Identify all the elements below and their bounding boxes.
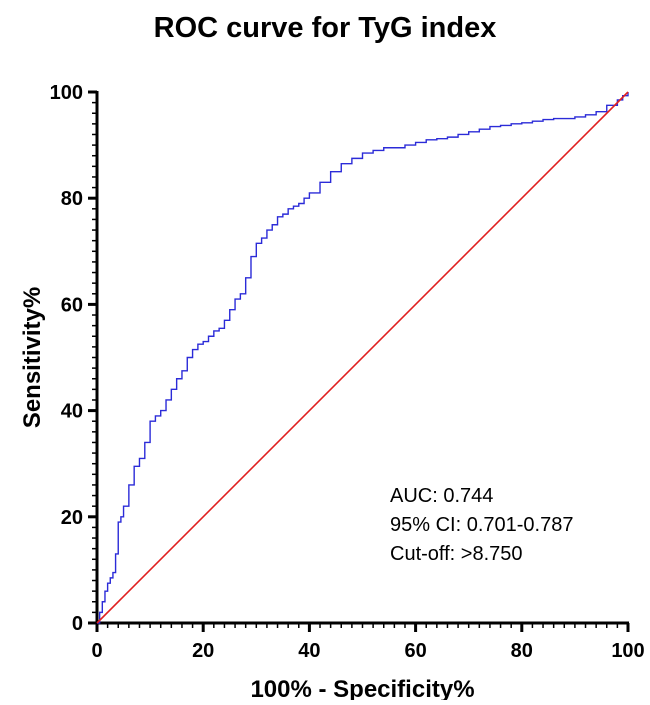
x-tick-label: 100 xyxy=(611,640,644,662)
y-tick-label: 100 xyxy=(50,82,83,104)
y-tick-label: 20 xyxy=(61,507,83,529)
x-tick-label: 60 xyxy=(404,640,426,662)
x-tick-label: 0 xyxy=(91,640,102,662)
y-tick-label: 60 xyxy=(61,294,83,316)
y-tick-label: 0 xyxy=(72,613,83,635)
x-tick-label: 40 xyxy=(298,640,320,662)
y-tick-label: 80 xyxy=(61,188,83,210)
x-tick-label: 20 xyxy=(192,640,214,662)
roc-curve-line xyxy=(97,92,629,624)
y-tick-label: 40 xyxy=(61,401,83,423)
y-axis-title: Sensitivity% xyxy=(19,287,46,428)
reference-diagonal-line xyxy=(96,91,629,624)
annotation-text: Cut-off: >8.750 xyxy=(390,543,523,565)
annotation-text: AUC: 0.744 xyxy=(390,485,493,507)
chart-title: ROC curve for TyG index xyxy=(153,12,497,44)
x-tick-label: 80 xyxy=(511,640,533,662)
x-axis-title: 100% - Specificity% xyxy=(250,676,474,700)
annotation-text: 95% CI: 0.701-0.787 xyxy=(390,514,573,536)
